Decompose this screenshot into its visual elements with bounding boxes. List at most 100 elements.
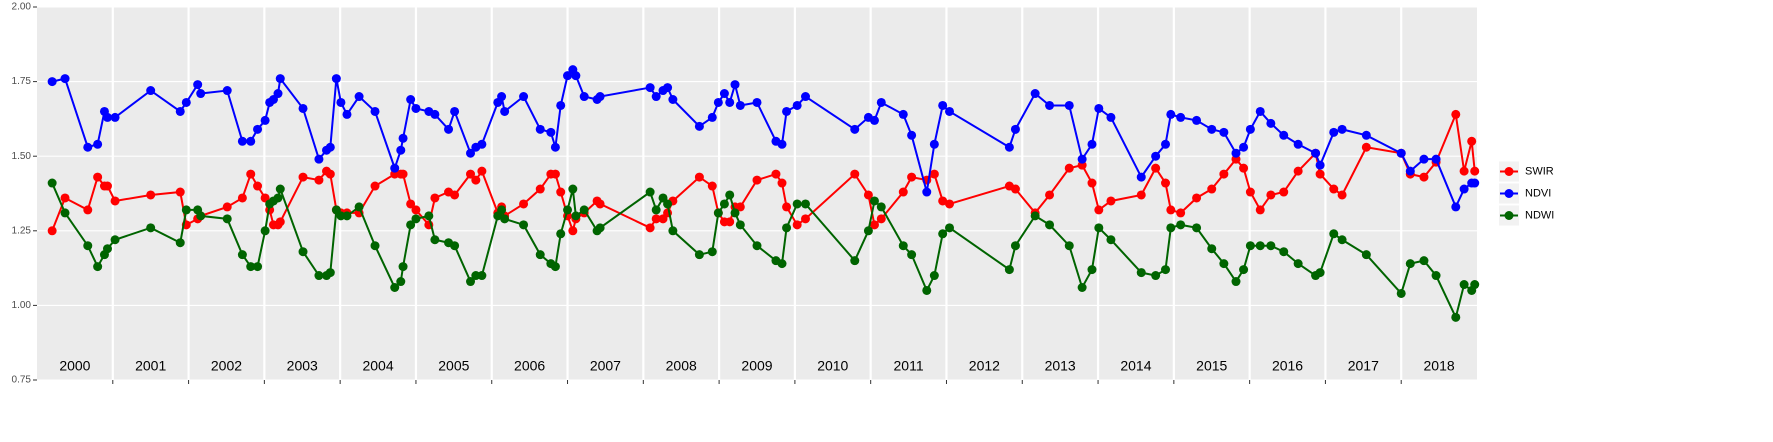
data-point (1045, 100, 1055, 110)
data-point (725, 217, 735, 227)
year-label: 2001 (135, 358, 166, 374)
data-point (1166, 205, 1176, 215)
data-point (47, 178, 57, 188)
data-point (556, 229, 566, 239)
data-point (1106, 235, 1116, 245)
data-point (60, 193, 70, 203)
data-point (563, 71, 573, 81)
data-point (1459, 184, 1469, 194)
data-point (314, 154, 324, 164)
data-point (1192, 223, 1202, 233)
data-point (1255, 205, 1265, 215)
data-point (275, 184, 285, 194)
data-point (477, 271, 487, 281)
data-point (1094, 205, 1104, 215)
year-label: 2013 (1045, 358, 1076, 374)
data-point (260, 115, 270, 125)
data-point (175, 187, 185, 197)
data-point (1004, 265, 1014, 275)
y-tick-label: 0.75 (12, 375, 32, 386)
data-point (175, 106, 185, 116)
data-point (253, 262, 263, 272)
data-point (1166, 223, 1176, 233)
y-tick-label: 1.75 (12, 76, 32, 87)
data-point (1094, 223, 1104, 233)
year-label: 2016 (1272, 358, 1303, 374)
data-point (519, 92, 529, 102)
data-point (83, 241, 93, 251)
data-point (595, 223, 605, 233)
data-point (707, 112, 717, 122)
data-point (777, 259, 787, 269)
data-point (1405, 259, 1415, 269)
data-point (1087, 265, 1097, 275)
data-point (850, 256, 860, 266)
data-point (898, 187, 908, 197)
data-point (730, 208, 740, 218)
data-point (298, 247, 308, 257)
data-point (370, 181, 380, 191)
data-point (568, 226, 578, 236)
data-point (390, 163, 400, 173)
data-point (1245, 124, 1255, 134)
data-point (331, 74, 341, 84)
data-point (1419, 172, 1429, 182)
data-point (907, 130, 917, 140)
data-point (325, 268, 335, 278)
data-point (430, 235, 440, 245)
data-point (1337, 235, 1347, 245)
data-point (735, 100, 745, 110)
data-point (782, 106, 792, 116)
data-point (1151, 163, 1161, 173)
data-point (792, 199, 802, 209)
data-point (535, 250, 545, 260)
data-point (1077, 154, 1087, 164)
legend-marker (1504, 189, 1514, 198)
data-point (1470, 178, 1480, 188)
data-point (713, 97, 723, 107)
data-point (771, 169, 781, 179)
data-point (1255, 241, 1265, 251)
data-point (1161, 265, 1171, 275)
data-point (550, 142, 560, 152)
y-tick-label: 2.00 (12, 2, 32, 13)
data-point (1329, 127, 1339, 137)
data-point (945, 199, 955, 209)
data-point (1207, 124, 1217, 134)
data-point (595, 92, 605, 102)
data-point (1064, 163, 1074, 173)
data-point (466, 277, 476, 287)
legend-label: NDWI (1525, 209, 1554, 221)
data-point (1451, 312, 1461, 322)
data-point (406, 220, 416, 230)
data-point (782, 202, 792, 212)
data-point (929, 169, 939, 179)
data-point (1207, 244, 1217, 254)
data-point (668, 226, 678, 236)
data-point (398, 169, 408, 179)
data-point (752, 97, 762, 107)
data-point (945, 106, 955, 116)
data-point (396, 277, 406, 287)
data-point (694, 172, 704, 182)
year-label: 2009 (741, 358, 772, 374)
data-point (782, 223, 792, 233)
data-point (1315, 169, 1325, 179)
data-point (1279, 187, 1289, 197)
data-point (556, 100, 566, 110)
data-point (83, 142, 93, 152)
year-label: 2011 (894, 358, 924, 374)
data-point (1419, 154, 1429, 164)
data-point (519, 199, 529, 209)
data-point (246, 262, 256, 272)
data-point (93, 172, 103, 182)
data-point (546, 127, 556, 137)
data-point (1329, 184, 1339, 194)
data-point (707, 247, 717, 257)
data-point (1293, 166, 1303, 176)
data-point (556, 187, 566, 197)
data-point (222, 214, 232, 224)
data-point (907, 172, 917, 182)
data-point (390, 282, 400, 292)
